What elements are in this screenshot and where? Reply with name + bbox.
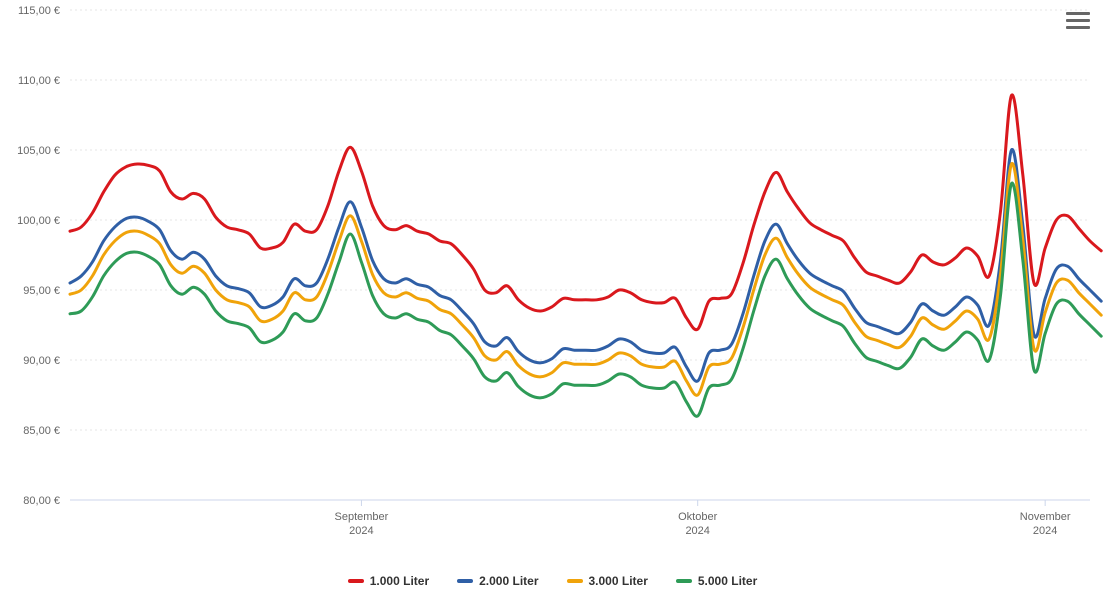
- legend-swatch: [567, 579, 583, 583]
- svg-text:2024: 2024: [349, 525, 373, 537]
- legend-label: 1.000 Liter: [370, 574, 429, 588]
- chart-legend: 1.000 Liter 2.000 Liter 3.000 Liter 5.000 L…: [0, 574, 1105, 588]
- legend-swatch: [457, 579, 473, 583]
- svg-text:Oktober: Oktober: [678, 511, 717, 523]
- svg-text:September: September: [335, 511, 389, 523]
- svg-text:85,00 €: 85,00 €: [23, 425, 60, 437]
- svg-text:90,00 €: 90,00 €: [23, 355, 60, 367]
- legend-label: 3.000 Liter: [589, 574, 648, 588]
- svg-text:2024: 2024: [1033, 525, 1057, 537]
- legend-1000-liter[interactable]: 1.000 Liter: [348, 574, 429, 588]
- legend-2000-liter[interactable]: 2.000 Liter: [457, 574, 538, 588]
- legend-label: 5.000 Liter: [698, 574, 757, 588]
- legend-3000-liter[interactable]: 3.000 Liter: [567, 574, 648, 588]
- legend-5000-liter[interactable]: 5.000 Liter: [676, 574, 757, 588]
- svg-text:November: November: [1020, 511, 1071, 523]
- chart-menu-button[interactable]: [1066, 8, 1090, 32]
- price-line-chart: 80,00 € 85,00 € 90,00 € 95,00 € 100,00 € 105,…: [0, 0, 1105, 603]
- svg-text:110,00 €: 110,00 €: [18, 75, 60, 87]
- svg-text:105,00 €: 105,00 €: [17, 145, 60, 157]
- svg-text:2024: 2024: [685, 525, 709, 537]
- hamburger-icon: [1066, 12, 1090, 15]
- svg-text:95,00 €: 95,00 €: [23, 285, 60, 297]
- svg-text:80,00 €: 80,00 €: [23, 495, 60, 507]
- legend-label: 2.000 Liter: [479, 574, 538, 588]
- legend-swatch: [348, 579, 364, 583]
- svg-text:115,00 €: 115,00 €: [18, 5, 60, 17]
- price-chart-container: 80,00 € 85,00 € 90,00 € 95,00 € 100,00 € 105,…: [0, 0, 1105, 603]
- svg-text:100,00 €: 100,00 €: [17, 215, 60, 227]
- legend-swatch: [676, 579, 692, 583]
